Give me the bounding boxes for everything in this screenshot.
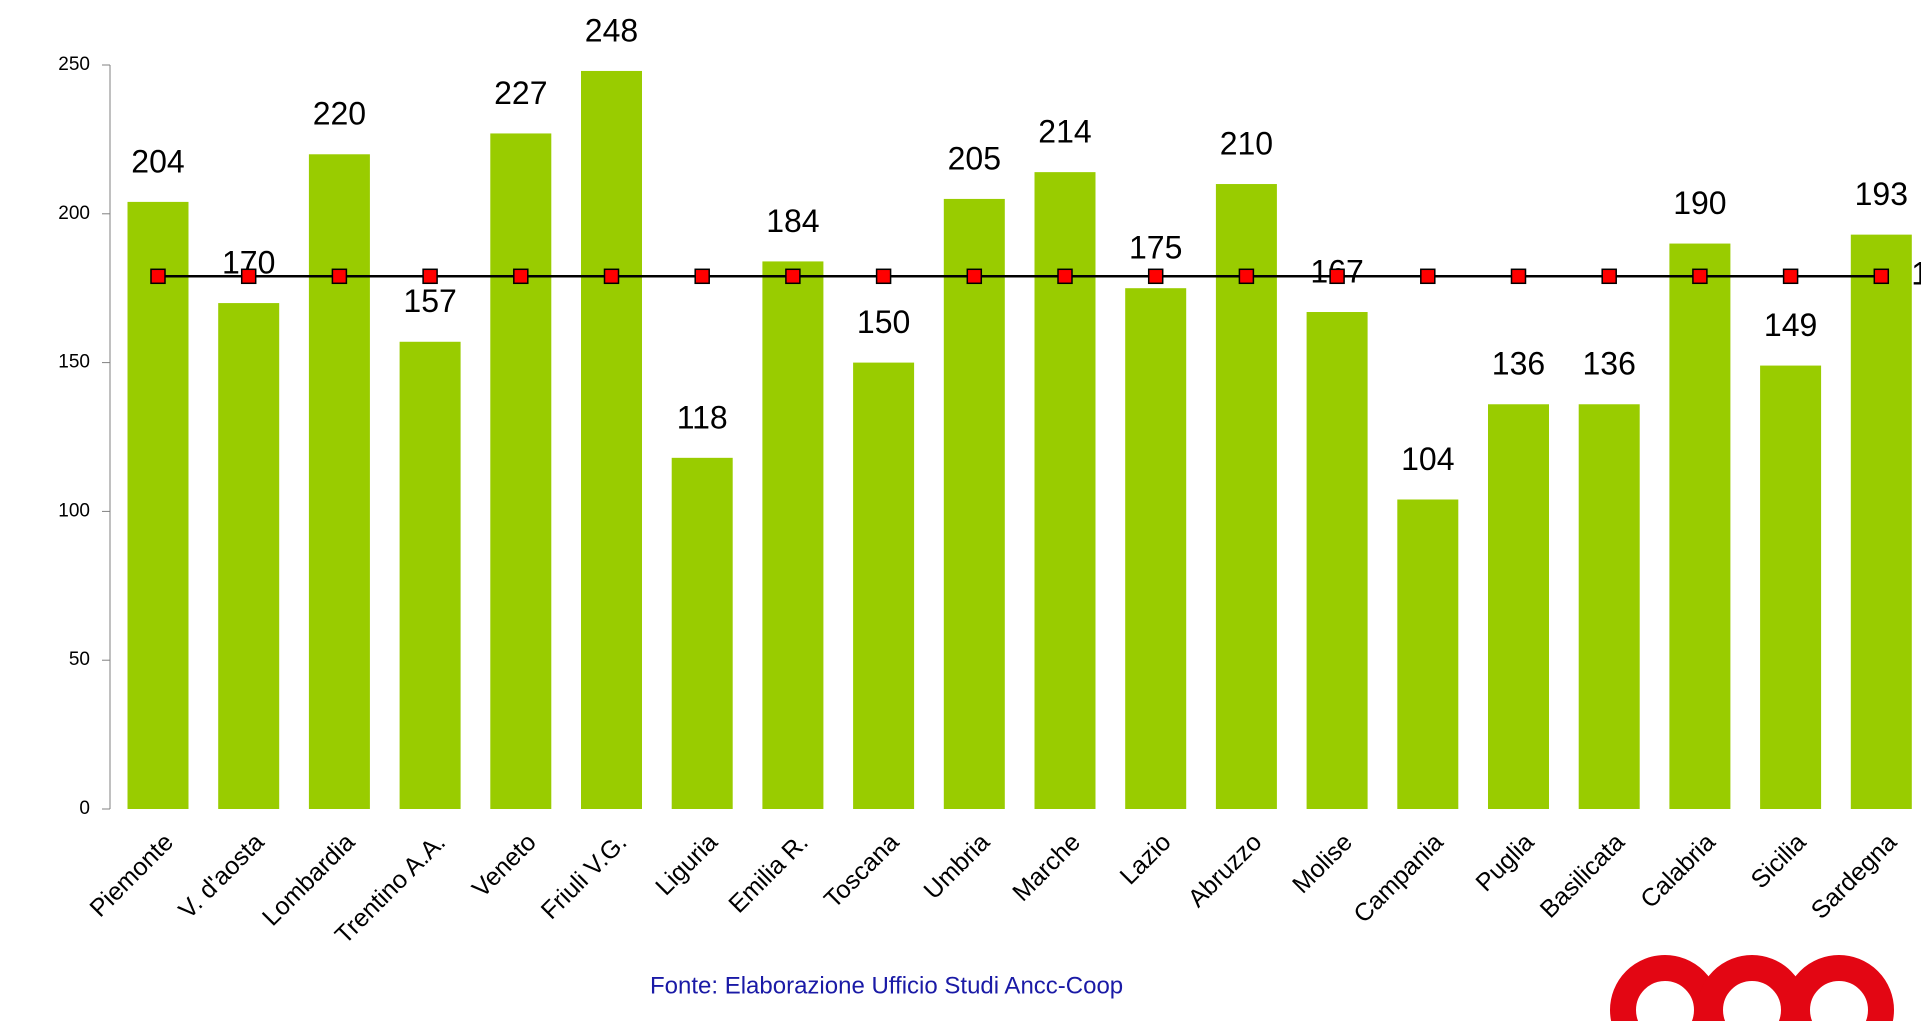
value-label: 210 xyxy=(1220,125,1273,161)
bar xyxy=(1397,499,1459,809)
bar xyxy=(1850,234,1912,809)
value-label: 157 xyxy=(403,283,456,319)
x-tick-label: Sardegna xyxy=(1806,828,1903,925)
value-label: 136 xyxy=(1492,346,1545,382)
value-label: 150 xyxy=(857,304,910,340)
bar xyxy=(308,154,370,809)
bar xyxy=(943,198,1005,810)
value-label: 204 xyxy=(131,143,184,179)
value-label: 104 xyxy=(1401,441,1454,477)
x-tick-label: Sicilia xyxy=(1746,828,1812,894)
x-tick-label: Piemonte xyxy=(84,828,178,922)
x-tick-label: Basilicata xyxy=(1535,828,1631,924)
marker xyxy=(240,268,257,285)
bar xyxy=(399,341,461,809)
bar xyxy=(1306,312,1368,809)
bar xyxy=(218,303,280,809)
bar xyxy=(1125,288,1187,809)
value-label: 227 xyxy=(494,75,547,111)
bar xyxy=(1760,365,1822,809)
value-label: 149 xyxy=(1764,307,1817,343)
value-label: 190 xyxy=(1673,185,1726,221)
bar xyxy=(1578,404,1640,809)
x-tick-label: Abruzzo xyxy=(1183,828,1268,913)
value-label: 184 xyxy=(766,203,819,239)
value-label: 118 xyxy=(677,399,728,435)
marker xyxy=(875,268,892,285)
bar xyxy=(127,201,189,809)
x-tick-label: Liguria xyxy=(650,828,723,901)
value-label: 205 xyxy=(948,140,1001,176)
marker xyxy=(150,268,166,285)
bar xyxy=(1215,184,1277,810)
y-tick-label: 150 xyxy=(58,352,90,373)
bar xyxy=(1034,172,1096,810)
bar xyxy=(671,457,733,809)
bar xyxy=(581,70,642,809)
value-label: 214 xyxy=(1038,114,1091,150)
marker xyxy=(603,268,620,285)
marker xyxy=(694,268,710,285)
x-tick-label: Toscana xyxy=(819,828,905,914)
source: Fonte: Elaborazione Ufficio Studi Ancc-C… xyxy=(650,972,1123,999)
value-label: 179 xyxy=(1911,256,1921,292)
value-label: 220 xyxy=(313,96,366,132)
value-label: 136 xyxy=(1583,346,1636,382)
logo xyxy=(1610,955,1894,1021)
x-tick-label: Emilia R. xyxy=(723,828,814,919)
x-tick-label: V. d'aosta xyxy=(173,828,269,924)
marker xyxy=(1329,268,1345,285)
x-tick-label: Lazio xyxy=(1115,828,1177,890)
x-tick-label: Marche xyxy=(1007,828,1086,907)
y-tick-label: 0 xyxy=(79,798,90,819)
y-tick-label: 200 xyxy=(58,203,90,224)
marker xyxy=(1510,268,1527,285)
marker xyxy=(785,268,801,285)
marker xyxy=(1057,268,1073,285)
x-tick-label: Puglia xyxy=(1470,828,1539,897)
marker xyxy=(422,268,438,285)
marker xyxy=(1147,268,1164,285)
x-tick-label: Friuli V.G. xyxy=(536,828,633,925)
bar xyxy=(1488,404,1549,809)
bar xyxy=(1669,243,1731,809)
x-tick-label: Calabria xyxy=(1635,828,1721,914)
x-tick-label: Veneto xyxy=(467,828,542,903)
marker xyxy=(1873,268,1890,285)
y-tick-label: 50 xyxy=(69,649,90,670)
marker xyxy=(513,268,529,285)
marker xyxy=(966,268,983,285)
marker xyxy=(1782,268,1799,285)
value-label: 175 xyxy=(1129,230,1182,266)
y-tick-label: 100 xyxy=(58,500,90,521)
value-label: 248 xyxy=(585,12,638,48)
x-tick-label: Umbria xyxy=(918,828,995,905)
bar xyxy=(490,133,552,809)
marker xyxy=(1601,268,1617,285)
y-tick-label: 250 xyxy=(58,54,90,75)
bar xyxy=(853,362,915,809)
marker xyxy=(1692,268,1708,285)
marker xyxy=(331,268,348,285)
marker xyxy=(1420,268,1436,285)
x-tick-label: Molise xyxy=(1287,828,1358,899)
x-tick-label: Campania xyxy=(1348,828,1448,928)
value-label: 193 xyxy=(1855,176,1908,212)
marker xyxy=(1238,268,1255,285)
bar xyxy=(762,261,824,809)
